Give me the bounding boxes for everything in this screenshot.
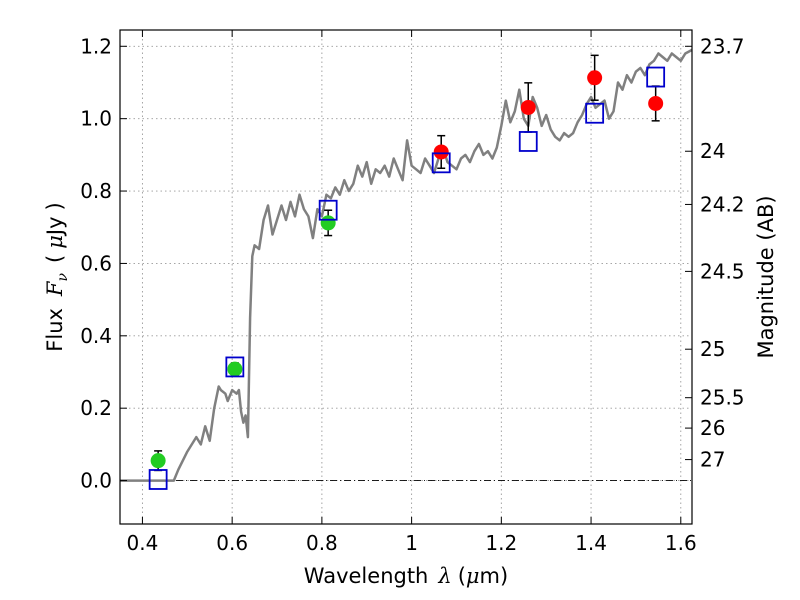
red-data-point xyxy=(433,144,449,160)
photometry-points xyxy=(150,70,664,469)
red-data-point xyxy=(587,70,603,86)
y-tick-label: 1.2 xyxy=(80,34,112,58)
model-squares xyxy=(148,66,666,490)
y2-tick-label: 25.5 xyxy=(700,386,745,410)
y2-tick-label: 27 xyxy=(700,448,725,472)
y-tick-label: 0.2 xyxy=(80,396,112,420)
green-data-point xyxy=(227,361,243,377)
x-tick-label: 1.4 xyxy=(575,531,607,555)
x-axis-unit-open: ( xyxy=(458,564,466,588)
x-tick-label: 0.6 xyxy=(216,531,248,555)
y2-axis-title: Magnitude (AB) xyxy=(754,195,778,358)
plot-background xyxy=(120,30,692,524)
green-data-point xyxy=(150,453,166,469)
model-square-marker xyxy=(431,152,451,174)
x-axis-lambda: λ xyxy=(437,564,451,588)
model-square-marker xyxy=(318,199,338,221)
y-axis-unit-mu: μ xyxy=(43,235,67,249)
x-tick-label: 0.4 xyxy=(127,531,159,555)
model-square-marker xyxy=(585,102,605,124)
model-square-marker xyxy=(148,469,168,490)
y2-tick-label: 26 xyxy=(700,416,725,440)
y-axis-unit-close: ) xyxy=(43,202,67,210)
y2-tick-label: 24 xyxy=(700,139,725,163)
y-tick-label: 0.8 xyxy=(80,179,112,203)
x-tick-label: 1.6 xyxy=(665,531,697,555)
y2-tick-label: 24.2 xyxy=(700,192,745,216)
y-axis-unit-rest: Jy xyxy=(43,216,67,237)
x-tick-label: 1.2 xyxy=(485,531,517,555)
red-data-point xyxy=(520,99,536,115)
y2-tick-label: 25 xyxy=(700,337,725,361)
y-tick-label: 0.4 xyxy=(80,324,112,348)
y-axis-title-prefix: Flux xyxy=(43,308,67,352)
y-tick-label: 1.0 xyxy=(80,107,112,131)
y-axis-F: F xyxy=(43,280,67,297)
x-tick-label: 0.8 xyxy=(306,531,338,555)
green-data-point xyxy=(320,215,336,231)
red-data-point xyxy=(648,95,664,111)
y2-tick-label: 23.7 xyxy=(700,34,745,58)
x-axis-unit-mu: μ xyxy=(466,564,480,588)
y-axis-nu: ν xyxy=(55,272,71,281)
model-square-marker xyxy=(225,356,245,378)
y-tick-label: 0.0 xyxy=(80,469,112,493)
x-axis-title-prefix: Wavelength xyxy=(304,564,429,588)
x-axis-unit-rest: m) xyxy=(480,564,509,588)
y2-tick-label: 24.5 xyxy=(700,259,745,283)
model-square-marker xyxy=(646,66,666,88)
axis-ticks: 0.4 0.6 0.8 1 1.2 1.4 1.6 0.0 0.2 0.4 0.6 0.8 1.0 1.2… xyxy=(80,30,745,555)
x-tick-label: 1 xyxy=(405,531,418,555)
plot-frame xyxy=(119,29,693,525)
y-axis-unit-open: ( xyxy=(43,255,67,263)
y-axis-title: Flux Fν ( μJy) xyxy=(43,202,71,351)
x-axis-title: Wavelength λ (μm) xyxy=(304,564,508,588)
model-square-marker xyxy=(518,131,538,152)
y-tick-label: 0.6 xyxy=(80,251,112,275)
